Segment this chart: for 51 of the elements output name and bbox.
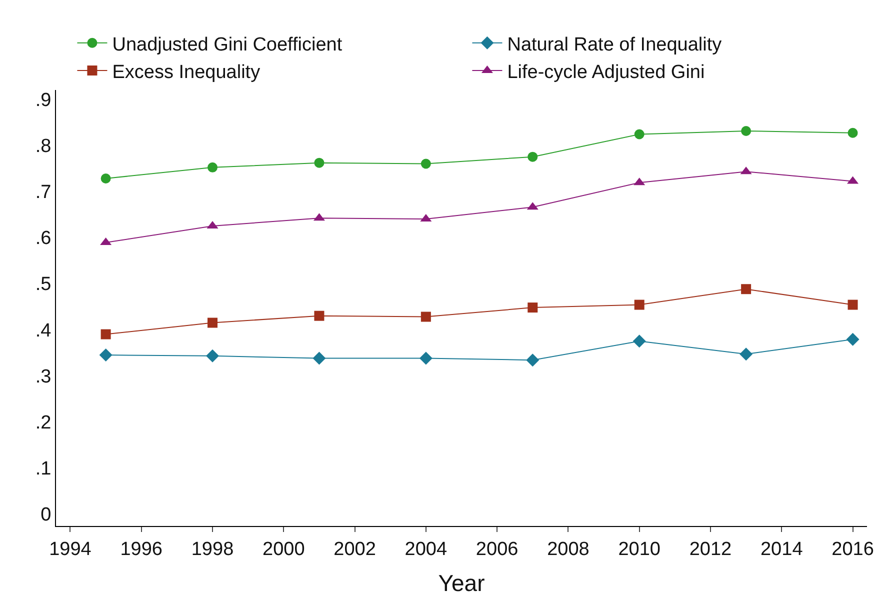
point	[100, 173, 111, 184]
point	[740, 348, 753, 361]
y-tick-label: .5	[35, 274, 52, 296]
x-tick-label: 1996	[120, 538, 163, 560]
point	[314, 158, 324, 168]
point	[99, 348, 112, 362]
point	[634, 300, 644, 310]
y-tick-label: .1	[35, 458, 52, 480]
y-tick-label: .8	[35, 136, 52, 157]
point	[741, 284, 752, 294]
point	[208, 162, 218, 172]
x-tick-label: 2014	[760, 538, 804, 560]
legend-label: Natural Rate of Inequality	[507, 34, 722, 56]
legend-label: Excess Inequality	[112, 62, 261, 83]
point	[420, 312, 431, 322]
x-tick-label: 2008	[547, 538, 590, 560]
point	[634, 129, 644, 140]
point	[632, 334, 646, 348]
x-tick-label: 2006	[476, 538, 518, 560]
y-tick-label: .2	[35, 412, 52, 434]
x-tick-label: 1998	[191, 538, 234, 560]
legend-label: Unadjusted Gini Coefficient	[112, 34, 343, 56]
point	[206, 349, 220, 362]
point	[528, 302, 538, 313]
y-tick-label: .7	[35, 182, 52, 204]
point	[848, 300, 858, 310]
y-tick-label: 0	[40, 504, 52, 526]
x-axis-title: Year	[438, 570, 486, 596]
y-tick-label: .4	[35, 320, 52, 342]
x-tick-label: 1994	[49, 538, 92, 560]
x-tick-label: 2002	[334, 538, 376, 560]
x-tick-label: 2004	[404, 538, 448, 560]
y-tick-label: .6	[35, 228, 52, 250]
point	[848, 128, 858, 138]
y-tick-label: .3	[35, 366, 52, 388]
x-tick-label: 2016	[832, 538, 874, 560]
y-tick-label: .9	[35, 90, 52, 111]
x-tick-label: 2012	[689, 538, 732, 560]
point	[420, 158, 431, 169]
legend-label: Life-cycle Adjusted Gini	[507, 62, 705, 83]
point	[846, 332, 860, 346]
point	[100, 329, 111, 340]
point	[208, 318, 218, 328]
point	[314, 310, 324, 321]
point	[741, 126, 752, 136]
x-tick-label: 2000	[262, 538, 305, 560]
point	[312, 352, 326, 365]
point	[526, 354, 540, 367]
point	[528, 152, 538, 162]
point	[419, 352, 432, 365]
x-tick-label: 2010	[618, 538, 660, 560]
